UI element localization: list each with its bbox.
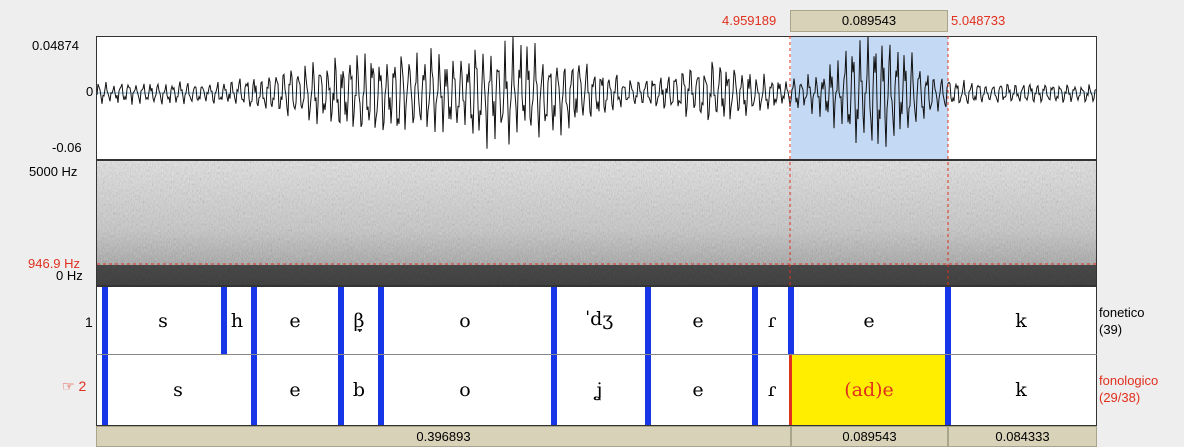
tier2-interval-label: s <box>173 379 183 401</box>
tier1-interval-label: o <box>459 310 471 332</box>
tier-divider <box>96 354 1097 355</box>
tier2-boundary[interactable] <box>645 355 651 425</box>
tier2-boundary[interactable] <box>945 355 951 425</box>
waveform-ymin-label: -0.06 <box>52 140 82 155</box>
spectrogram-fmax-label: 5000 Hz <box>29 164 78 179</box>
spectrogram-cursor-freq: 946.9 Hz <box>28 256 81 271</box>
tier1-boundary[interactable] <box>551 287 557 354</box>
waveform-zero-label: 0 <box>86 84 94 99</box>
tier1-interval-label: ˈdʒ <box>584 308 614 330</box>
tier2-interval-label: ɾ <box>767 379 777 401</box>
tier2-name-block[interactable]: fonologico (29/38) <box>1099 372 1158 406</box>
tier2-number: 2 <box>78 378 87 394</box>
tier1-boundary[interactable] <box>221 287 227 354</box>
waveform-trace <box>97 37 1096 149</box>
tier2-interval-label: ʝ <box>595 379 603 401</box>
tier1-boundary[interactable] <box>338 287 344 354</box>
tier1-count: (39) <box>1099 322 1123 337</box>
tier1-interval-label: ɾ <box>767 310 777 332</box>
tier1-interval-label: e <box>692 310 704 332</box>
spectrogram-fmin-label: 0 Hz <box>56 268 83 283</box>
tier2-boundary[interactable] <box>551 355 557 425</box>
tier1-interval-label: s <box>158 310 168 332</box>
tier1-interval-label: k <box>1015 310 1027 332</box>
tier2-interval-label: o <box>459 379 471 401</box>
visible-part-duration-bar[interactable]: 0.396893 <box>96 426 791 447</box>
pointing-hand-icon: ☞ <box>62 378 75 394</box>
selection-end-time: 5.048733 <box>951 13 1006 28</box>
tier1-interval-label: h <box>230 310 244 332</box>
tier1-boundary[interactable] <box>102 287 108 354</box>
waveform-ymax-label: 0.04874 <box>32 38 79 53</box>
tier2-name: fonologico <box>1099 373 1159 388</box>
tier1-name-block[interactable]: fonetico (39) <box>1099 304 1145 338</box>
tier2-boundary[interactable] <box>338 355 344 425</box>
tier1-boundary[interactable] <box>378 287 384 354</box>
tier2-boundary[interactable] <box>102 355 108 425</box>
selection-duration-bar[interactable]: 0.089543 <box>791 426 948 447</box>
tier1-boundary[interactable] <box>752 287 758 354</box>
tier2-boundary[interactable] <box>752 355 758 425</box>
tier2-interval-label: b <box>352 379 366 401</box>
tier1-boundary[interactable] <box>251 287 257 354</box>
waveform-panel[interactable] <box>96 36 1097 160</box>
tier2-interval-label: e <box>289 379 301 401</box>
tier1-number: 1 <box>85 314 93 330</box>
tier1-interval-label: e <box>289 310 301 332</box>
tier1-boundary[interactable] <box>788 287 794 354</box>
tier1-interval-label: β̞ <box>353 310 365 332</box>
interval-cursor-edge <box>789 355 792 425</box>
tier2-number-row[interactable]: ☞ 2 <box>62 378 86 395</box>
spectrogram-panel[interactable] <box>96 160 1097 286</box>
selection-duration-top[interactable]: 0.089543 <box>790 10 948 32</box>
after-selection-duration-bar[interactable]: 0.084333 <box>948 426 1097 447</box>
tier2-interval-label: k <box>1015 379 1027 401</box>
tier2-interval-label: e <box>692 379 704 401</box>
selection-start-time: 4.959189 <box>722 13 777 28</box>
spectrogram-plot <box>97 161 1096 285</box>
tier1-interval-label: e <box>863 310 875 332</box>
selected-interval-highlight[interactable] <box>792 355 946 425</box>
spectrogram-lowband <box>97 265 1096 285</box>
tier2-selected-interval-label[interactable]: (ad)e <box>844 379 894 401</box>
tier1-boundary[interactable] <box>945 287 951 354</box>
waveform-plot <box>97 37 1096 159</box>
tier1-boundary[interactable] <box>645 287 651 354</box>
tier2-boundary[interactable] <box>378 355 384 425</box>
tier2-count: (29/38) <box>1099 390 1141 405</box>
tier1-name: fonetico <box>1099 305 1145 320</box>
tier2-boundary[interactable] <box>251 355 257 425</box>
